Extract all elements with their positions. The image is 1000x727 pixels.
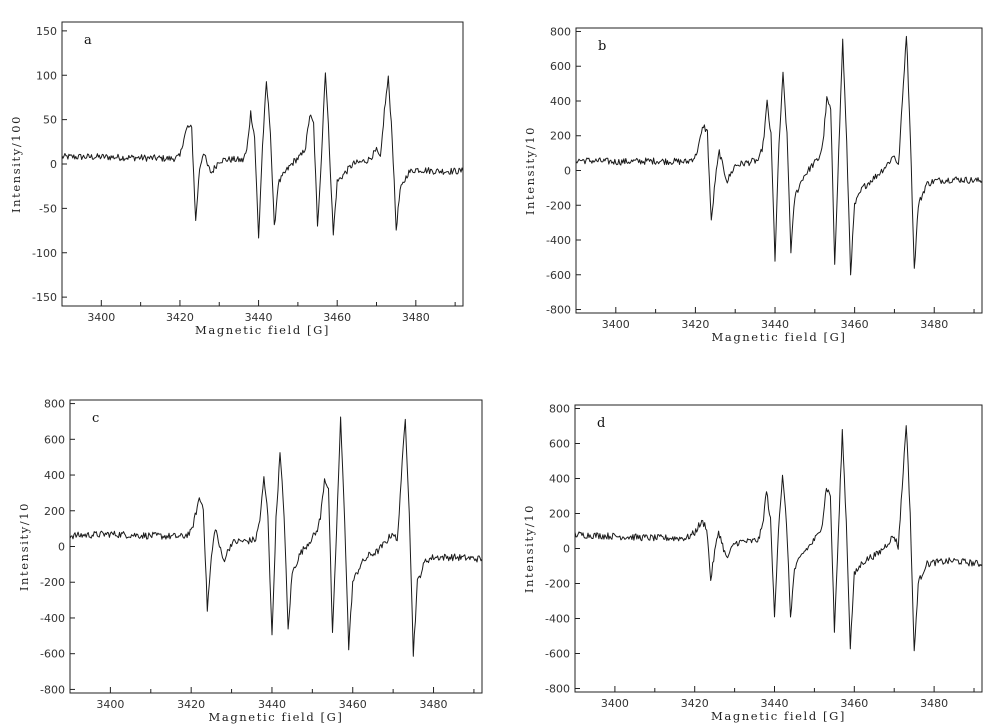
x-tick-label: 3460 [323,311,351,324]
y-axis-label: Intensity/10 [522,504,536,593]
panel-b: -800 -600 -400 -200 0 200 400 600 800 3400 3420 344… [523,25,983,344]
y-tick-label: -800 [545,683,570,696]
x-axis-label: Magnetic field [G] [711,709,846,723]
y-tick-label: 600 [44,433,65,446]
y-axis-label: Intensity/10 [523,126,537,215]
x-tick-label: 3420 [177,698,205,711]
x-tick-label: 3460 [841,318,869,331]
y-tick-label: -800 [546,304,571,317]
plot-frame [575,27,983,314]
y-tick-label: 600 [550,60,571,73]
plot-frame [574,404,983,693]
y-tick-label: -150 [32,291,57,304]
y-tick-label: 800 [550,25,571,38]
spectrum-line [574,425,983,652]
x-tick-label: 3420 [681,318,709,331]
y-tick-label: 400 [44,469,65,482]
y-tick-label: 0 [50,158,57,171]
y-axis-label: Intensity/10 [17,502,31,591]
y-tick-label: 200 [44,505,65,518]
y-tick-label: -200 [545,578,570,591]
x-tick-label: 3420 [166,311,194,324]
y-tick-label: 0 [563,543,570,556]
y-tick-label: 400 [550,95,571,108]
panel-label: d [597,416,605,431]
y-tick-label: -600 [545,648,570,661]
y-tick-label: -50 [39,202,57,215]
x-tick-label: 3440 [761,697,789,710]
plot-frame [61,21,464,307]
spectrum-line [61,72,464,239]
spectrum-line [69,416,483,657]
x-tick-label: 3440 [761,318,789,331]
x-tick-label: 3460 [840,697,868,710]
y-tick-label: 200 [550,130,571,143]
y-tick-label: -100 [32,247,57,260]
y-tick-label: 200 [549,508,570,521]
x-tick-label: 3400 [601,697,629,710]
x-tick-label: 3440 [245,311,273,324]
panel-d: -800 -600 -400 -200 0 200 400 600 800 3400 3420 344… [522,403,983,723]
y-tick-label: 400 [549,473,570,486]
y-tick-label: -200 [546,199,571,212]
y-axis-label: Intensity/100 [9,115,23,213]
x-tick-label: 3460 [339,698,367,711]
x-tick-label: 3400 [87,311,115,324]
y-tick-label: -600 [40,648,65,661]
y-tick-label: 0 [564,165,571,178]
y-tick-label: -200 [40,576,65,589]
y-tick-label: -600 [546,269,571,282]
y-tick-label: 100 [36,69,57,82]
x-tick-label: 3400 [96,698,124,711]
x-tick-label: 3480 [920,697,948,710]
x-axis-label: Magnetic field [G] [209,710,344,724]
plot-frame [69,399,483,694]
x-tick-label: 3440 [258,698,286,711]
spectrum-line [575,35,983,276]
panel-label: c [92,411,99,426]
x-tick-label: 3480 [402,311,430,324]
y-tick-label: 0 [58,541,65,554]
y-tick-label: 600 [549,438,570,451]
y-tick-label: -400 [40,612,65,625]
x-tick-label: 3480 [420,698,448,711]
panel-a: -150 -100 -50 0 50 100 150 3400 3420 3440 3460 3480… [9,21,464,337]
y-tick-label: 800 [44,398,65,411]
y-tick-label: 800 [549,403,570,416]
panel-label: a [84,33,92,48]
x-axis-label: Magnetic field [G] [712,330,847,344]
x-tick-label: 3480 [920,318,948,331]
y-tick-label: 50 [43,114,57,127]
y-tick-label: -400 [546,234,571,247]
y-tick-label: -800 [40,683,65,696]
panel-c: -800 -600 -400 -200 0 200 400 600 800 3400 3420 344… [17,398,483,724]
panel-label: b [598,39,606,54]
x-tick-label: 3400 [602,318,630,331]
x-axis-label: Magnetic field [G] [195,323,330,337]
x-tick-label: 3420 [681,697,709,710]
y-tick-label: -400 [545,613,570,626]
y-tick-label: 150 [36,25,57,38]
